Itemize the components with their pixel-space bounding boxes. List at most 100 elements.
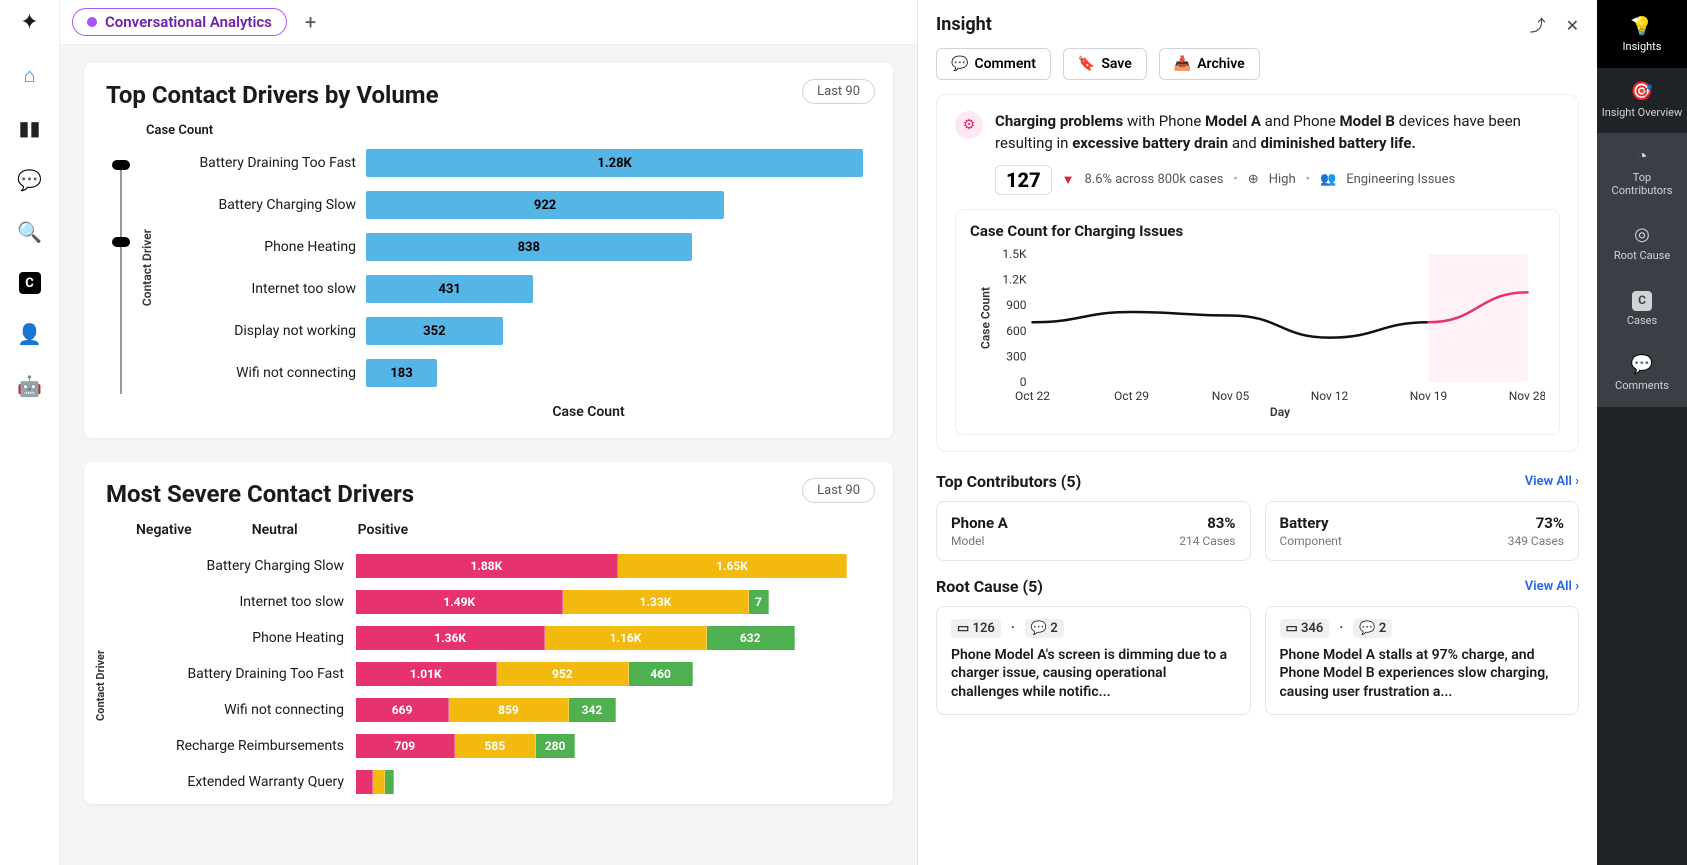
chart2-range-button[interactable]: Last 90: [802, 478, 875, 503]
contributor-card[interactable]: Battery73% Component349 Cases: [1265, 501, 1580, 561]
rc-text: Phone Model A stalls at 97% charge, and …: [1280, 646, 1565, 703]
stacked-label: Recharge Reimbursements: [116, 738, 356, 754]
svg-text:Oct 22: Oct 22: [1015, 389, 1050, 403]
stacked-row: Wifi not connecting 669 859 342: [116, 692, 871, 728]
svg-text:Nov 19: Nov 19: [1410, 389, 1448, 403]
chart1-ylabel: Contact Driver: [140, 229, 154, 306]
bar-row: Battery Charging Slow 922: [166, 184, 871, 226]
team-icon: 👥: [1320, 172, 1336, 187]
home-icon[interactable]: ⌂: [23, 63, 35, 88]
bar-value[interactable]: 1.28K: [366, 149, 863, 177]
bar-value[interactable]: 431: [366, 275, 533, 303]
contributors-viewall[interactable]: View All ›: [1525, 474, 1579, 489]
user-icon[interactable]: 👤: [17, 322, 42, 346]
stacked-label: Wifi not connecting: [116, 702, 356, 718]
svg-text:1.2K: 1.2K: [1002, 272, 1027, 286]
rootcause-card[interactable]: ▭ 346·💬 2 Phone Model A stalls at 97% ch…: [1265, 606, 1580, 716]
search-icon[interactable]: 🔍: [17, 220, 42, 244]
stacked-bar[interactable]: 1.49K 1.33K 7: [356, 590, 871, 614]
stacked-bar[interactable]: 669 859 342: [356, 698, 871, 722]
bullseye-icon: ◎: [1634, 225, 1650, 246]
stacked-row: Extended Warranty Query: [116, 764, 871, 800]
app-logo: ✦: [20, 10, 38, 35]
insight-title: Insight: [936, 14, 992, 35]
rootcause-viewall[interactable]: View All ›: [1525, 579, 1579, 594]
bar-label: Battery Charging Slow: [166, 197, 366, 213]
svg-text:Nov 12: Nov 12: [1311, 389, 1349, 403]
contributors-heading: Top Contributors (5): [936, 472, 1081, 491]
svg-text:Oct 29: Oct 29: [1114, 389, 1149, 403]
range-slider[interactable]: [106, 142, 136, 394]
stacked-label: Internet too slow: [116, 594, 356, 610]
app-c-icon[interactable]: C: [19, 272, 41, 294]
contact-drivers-volume-card: Top Contact Drivers by Volume Last 90 Ca…: [84, 63, 893, 438]
svg-text:600: 600: [1006, 323, 1026, 337]
rr-insight-overview[interactable]: 🎯 Insight Overview: [1597, 68, 1687, 133]
comment-button[interactable]: 💬Comment: [936, 48, 1051, 80]
svg-text:Nov 28: Nov 28: [1509, 389, 1545, 403]
case-count-subchart: Case Count for Charging Issues 1.5K1.2K9…: [955, 209, 1560, 435]
bot-icon[interactable]: 🤖: [17, 374, 42, 398]
bar-label: Battery Draining Too Fast: [166, 155, 366, 171]
subchart-title: Case Count for Charging Issues: [970, 222, 1545, 240]
rr-insights[interactable]: ◂ 💡 Insights: [1597, 0, 1687, 68]
active-tab[interactable]: Conversational Analytics: [72, 8, 287, 36]
bar-value[interactable]: 352: [366, 317, 503, 345]
comment-icon: 💬: [951, 56, 968, 72]
contrib-pct: 83%: [1207, 514, 1235, 532]
contrib-cases: 349 Cases: [1508, 534, 1564, 548]
stacked-bar[interactable]: 1.01K 952 460: [356, 662, 871, 686]
save-button[interactable]: 🔖Save: [1063, 48, 1147, 80]
rr-cases[interactable]: C Cases: [1597, 277, 1687, 342]
insight-panel: Insight ⤴ ✕ 💬Comment 🔖Save 📥Archive ⚙ Ch…: [917, 0, 1597, 865]
tab-dot-icon: [87, 17, 97, 27]
bar-label: Internet too slow: [166, 281, 366, 297]
stacked-row: Recharge Reimbursements 709 585 280: [116, 728, 871, 764]
chevron-left-icon: ◂: [1631, 14, 1637, 27]
rootcause-card[interactable]: ▭ 126·💬 2 Phone Model A's screen is dimm…: [936, 606, 1251, 716]
contrib-meta: Component: [1280, 534, 1342, 548]
contrib-name: Phone A: [951, 514, 1008, 532]
bar-value[interactable]: 838: [366, 233, 692, 261]
bar-value[interactable]: 183: [366, 359, 437, 387]
stacked-bar[interactable]: [356, 770, 871, 794]
bar-value[interactable]: 922: [366, 191, 724, 219]
bar-row: Wifi not connecting 183: [166, 352, 871, 394]
stacked-bar[interactable]: 709 585 280: [356, 734, 871, 758]
contrib-pct: 73%: [1536, 514, 1564, 532]
chart1-range-button[interactable]: Last 90: [802, 79, 875, 104]
rr-root-cause[interactable]: ◎ Root Cause: [1597, 211, 1687, 276]
add-tab-button[interactable]: +: [299, 10, 322, 34]
rr-top-contributors[interactable]: ◔ Top Contributors: [1597, 133, 1687, 211]
trend-down-icon: ▼: [1062, 172, 1075, 188]
insight-summary-card: ⚙ Charging problems with Phone Model A a…: [936, 94, 1579, 452]
chat-icon[interactable]: 💬: [17, 168, 42, 192]
share-icon[interactable]: ⤴: [1530, 16, 1546, 35]
tab-label: Conversational Analytics: [105, 13, 272, 31]
target-icon: 🎯: [1631, 82, 1653, 103]
slider-knob-top[interactable]: [112, 160, 130, 170]
svg-text:1.5K: 1.5K: [1002, 248, 1027, 261]
stacked-row: Battery Draining Too Fast 1.01K 952 460: [116, 656, 871, 692]
stacked-label: Extended Warranty Query: [116, 774, 356, 790]
main-panel: Conversational Analytics + Top Contact D…: [60, 0, 917, 865]
bookmark-icon: 🔖: [1078, 56, 1095, 72]
bar-row: Internet too slow 431: [166, 268, 871, 310]
stacked-row: Internet too slow 1.49K 1.33K 7: [116, 584, 871, 620]
close-icon[interactable]: ✕: [1566, 16, 1579, 35]
bar-row: Display not working 352: [166, 310, 871, 352]
chart1-case-count-label: Case Count: [106, 123, 871, 138]
stacked-bar[interactable]: 1.36K 1.16K 632: [356, 626, 871, 650]
analytics-icon[interactable]: ▮▮: [18, 116, 40, 140]
archive-button[interactable]: 📥Archive: [1159, 48, 1260, 80]
bar-label: Display not working: [166, 323, 366, 339]
contributor-card[interactable]: Phone A83% Model214 Cases: [936, 501, 1251, 561]
priority-text: High: [1269, 172, 1296, 187]
rr-comments[interactable]: 💬 Comments: [1597, 341, 1687, 406]
slider-knob-bottom[interactable]: [112, 237, 130, 247]
trend-pct: 8.6% across 800k cases: [1084, 172, 1223, 187]
stacked-bar[interactable]: 1.88K 1.65K: [356, 554, 871, 578]
left-nav-rail: ✦ ⌂ ▮▮ 💬 🔍 C 👤 🤖: [0, 0, 60, 865]
priority-icon: ⊕: [1248, 172, 1259, 187]
archive-icon: 📥: [1174, 56, 1191, 72]
